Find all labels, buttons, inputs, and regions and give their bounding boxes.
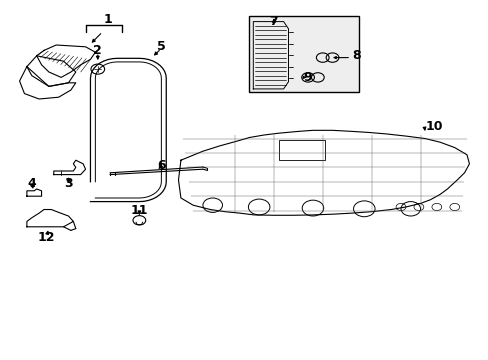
Text: 4: 4: [27, 177, 36, 190]
Text: 1: 1: [103, 13, 112, 26]
FancyBboxPatch shape: [249, 16, 359, 92]
Bar: [278, 140, 325, 160]
Text: 11: 11: [130, 204, 148, 217]
Text: 10: 10: [425, 120, 442, 132]
Text: 6: 6: [157, 159, 165, 172]
Text: 12: 12: [38, 231, 55, 244]
Text: 2: 2: [93, 44, 102, 57]
Text: 9: 9: [303, 71, 311, 84]
Text: 8: 8: [351, 49, 360, 62]
Text: 3: 3: [64, 177, 73, 190]
Text: 7: 7: [269, 15, 278, 28]
Text: 5: 5: [157, 40, 165, 53]
